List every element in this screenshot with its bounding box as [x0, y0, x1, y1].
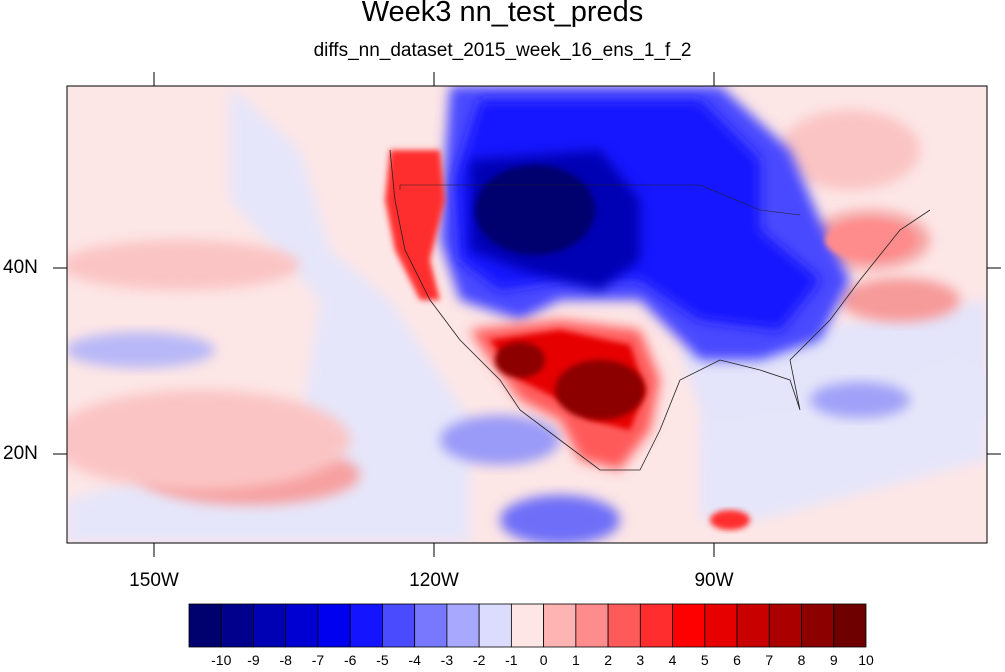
colorbar-swatch	[833, 603, 867, 648]
light-blue-band	[67, 86, 470, 543]
lon-label-150w: 150W	[129, 570, 179, 591]
colorbar-swatch	[639, 603, 673, 648]
lon-label-120w: 120W	[409, 570, 459, 591]
red-southwest-core	[555, 360, 645, 420]
colorbar-swatch	[510, 603, 545, 648]
colorbar-tick-label: 2	[604, 652, 612, 668]
lat-label-20n: 20N	[3, 443, 38, 464]
colorbar-swatch	[478, 603, 512, 648]
colorbar-tick-label: 5	[700, 652, 709, 668]
colorbar-swatch	[446, 603, 480, 648]
red-northeast	[825, 220, 915, 260]
colorbar-tick-label: -3	[440, 652, 454, 668]
colorbar-tick-label: 3	[636, 652, 645, 668]
colorbar-tick-label: 6	[733, 652, 741, 668]
colorbar-tick-label: -6	[343, 652, 357, 668]
colorbar-swatch	[575, 603, 609, 648]
colorbar-tick-label: 8	[797, 652, 806, 668]
colorbar-swatch	[414, 603, 448, 648]
colorbar-tick-label: -2	[472, 652, 486, 668]
colorbar-swatch	[543, 603, 577, 648]
colorbar-swatch	[317, 603, 351, 648]
colorbar-tick-label: 9	[829, 652, 838, 668]
colorbar-tick-label: -4	[408, 652, 421, 668]
colorbar-tick-label: -8	[279, 652, 292, 668]
colorbar-tick-label: -1	[505, 652, 518, 668]
colorbar-tick-label: 10	[858, 652, 874, 668]
border-lines	[399, 184, 801, 216]
colorbar-tick-label: 4	[668, 652, 677, 668]
colorbar-swatch	[607, 603, 641, 648]
axis-ticks	[53, 72, 1001, 557]
colorbar-swatch	[382, 603, 416, 648]
colorbar-swatch	[736, 603, 770, 648]
map-subtitle: diffs_nn_dataset_2015_week_16_ens_1_f_2	[313, 40, 692, 61]
map-title: Week3 nn_test_preds	[361, 0, 644, 28]
colorbar-swatch	[801, 603, 835, 648]
blue-pacific-patch	[67, 332, 215, 368]
field-layer	[67, 86, 987, 543]
colorbar-swatch	[253, 603, 287, 648]
colorbar-swatch	[188, 603, 222, 648]
colorbar-swatch	[349, 603, 383, 648]
colorbar-swatch	[704, 603, 738, 648]
colorbar-tick-label: -5	[376, 652, 389, 668]
colorbar-swatch	[672, 603, 706, 648]
colorbar-tick-label: -7	[311, 652, 325, 668]
coastline	[389, 149, 931, 471]
colorbar-tick-label: 7	[765, 652, 774, 668]
colorbar-tick-label: 1	[571, 652, 580, 668]
colorbar	[188, 603, 867, 648]
pink-pacific-north	[67, 240, 300, 290]
lat-label-40n: 40N	[3, 257, 38, 278]
colorbar-tick-label: -9	[247, 652, 260, 668]
plot-frame	[66, 85, 988, 544]
colorbar-swatch	[768, 603, 802, 648]
colorbar-swatch	[220, 603, 254, 648]
lon-label-90w: 90W	[694, 570, 734, 591]
colorbar-swatch	[285, 603, 319, 648]
colorbar-tick-label: -10	[211, 652, 232, 668]
colorbar-tick-label: 0	[539, 652, 548, 668]
